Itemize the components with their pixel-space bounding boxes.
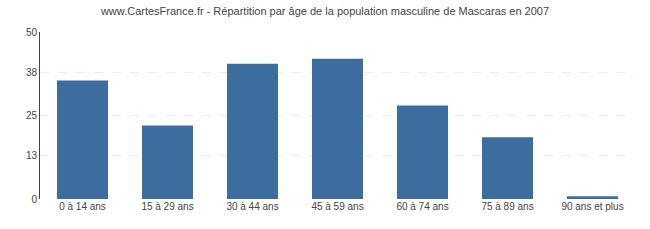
svg-text:60 à 74 ans: 60 à 74 ans: [396, 201, 448, 212]
svg-text:30 à 44 ans: 30 à 44 ans: [226, 201, 278, 212]
svg-text:15 à 29 ans: 15 à 29 ans: [141, 201, 193, 212]
svg-text:0: 0: [31, 194, 37, 205]
svg-text:0 à 14 ans: 0 à 14 ans: [59, 201, 106, 212]
svg-text:50: 50: [26, 27, 38, 38]
svg-text:90 ans et plus: 90 ans et plus: [561, 201, 623, 212]
svg-text:75 à 89 ans: 75 à 89 ans: [481, 201, 533, 212]
svg-text:38: 38: [26, 67, 38, 78]
svg-text:45 à 59 ans: 45 à 59 ans: [311, 201, 363, 212]
svg-text:www.CartesFrance.fr - Répartit: www.CartesFrance.fr - Répartition par âg…: [100, 5, 549, 17]
svg-text:13: 13: [26, 150, 38, 161]
svg-text:25: 25: [26, 110, 38, 121]
